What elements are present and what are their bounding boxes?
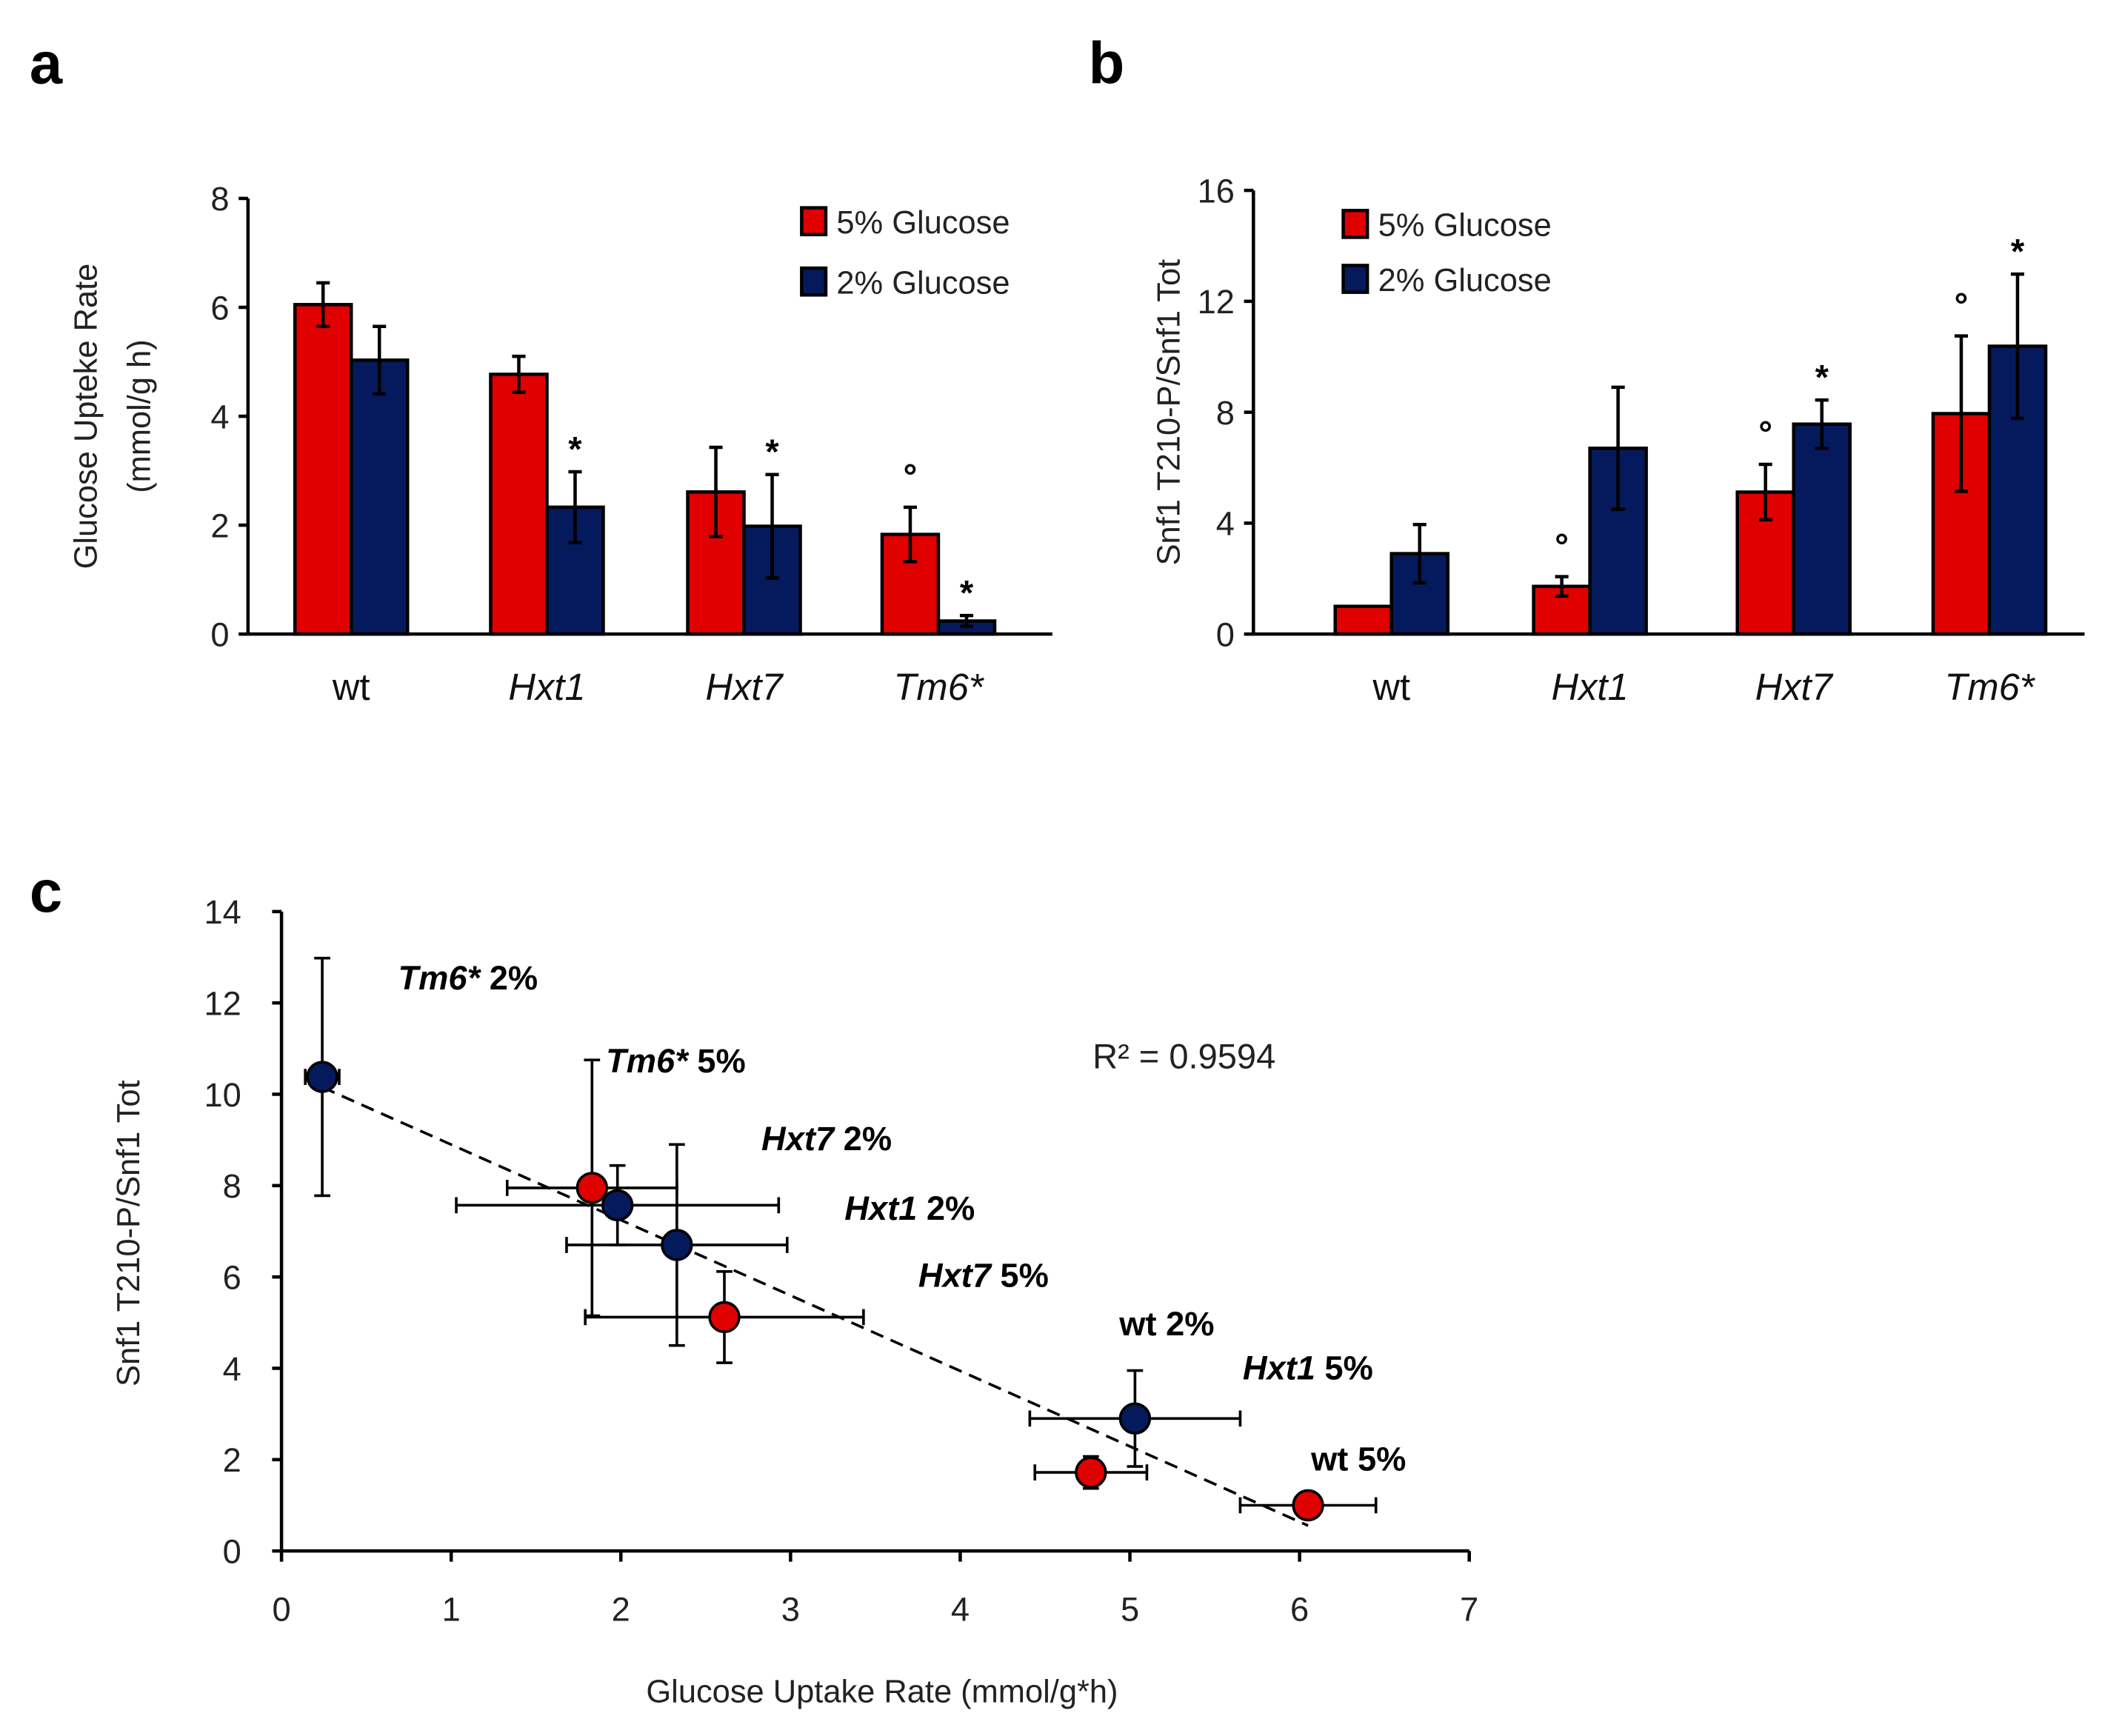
- y-axis-label: Snf1 T210-P/Snf1 Tot: [111, 1080, 147, 1386]
- y-axis-label-units: (mmol/g h): [122, 339, 158, 493]
- panel-label-b: b: [1089, 30, 1125, 96]
- point-label: Hxt1 2%: [844, 1189, 975, 1227]
- legend-swatch: [1341, 208, 1369, 239]
- y-tick-label: 4: [1216, 505, 1235, 543]
- bar-5pct-wt: [293, 303, 353, 636]
- y-tick-label: 0: [210, 615, 229, 653]
- x-category-label: wt: [1372, 666, 1410, 708]
- point-label-percent: 2%: [480, 959, 538, 997]
- x-tick-label: 7: [1460, 1590, 1478, 1628]
- y-tick-label: 8: [223, 1167, 241, 1205]
- r-squared-label: R² = 0.9594: [1092, 1037, 1275, 1076]
- legend-swatch: [800, 266, 828, 297]
- point-label: Tm6* 5%: [606, 1042, 746, 1080]
- x-category-label: Tm6*: [893, 666, 984, 708]
- y-tick-label: 16: [1198, 172, 1235, 210]
- point-label-gene: Hxt7: [761, 1120, 835, 1158]
- y-axis-label: Snf1 T210-P/Snf1 Tot: [1152, 259, 1187, 566]
- x-tick-label: 2: [612, 1590, 630, 1628]
- legend-label: 5% Glucose: [1378, 208, 1552, 244]
- point-label-gene: Hxt1: [1243, 1349, 1315, 1386]
- y-tick-label: 6: [210, 289, 229, 327]
- point-label-gene: wt: [1310, 1440, 1348, 1478]
- point-label-gene: Hxt7: [918, 1257, 992, 1295]
- point-label-percent: 5%: [1348, 1440, 1406, 1478]
- x-tick-label: 5: [1121, 1590, 1139, 1628]
- data-point-Tm6*-2%: [306, 1061, 338, 1093]
- significance-circle: °: [1555, 526, 1569, 565]
- x-category-label: Tm6*: [1944, 666, 2035, 708]
- legend-swatch: [800, 206, 828, 237]
- data-point-Tm6*-5%: [575, 1172, 609, 1204]
- trendline: [321, 1086, 1309, 1527]
- legend-swatch: [1341, 264, 1369, 294]
- panel-label-a: a: [30, 30, 63, 96]
- y-tick-label: 4: [223, 1350, 241, 1388]
- legend-label: 2% Glucose: [836, 265, 1010, 301]
- x-category-label: Hxt7: [705, 666, 784, 708]
- y-tick-label: 0: [223, 1532, 241, 1570]
- data-point-Hxt1-5%: [1075, 1456, 1107, 1489]
- y-tick-label: 4: [210, 398, 229, 435]
- x-axis-label: Glucose Uptake Rate (mmol/g*h): [646, 1675, 1118, 1710]
- significance-asterisk: *: [765, 432, 779, 471]
- point-label-percent: 5%: [1315, 1349, 1373, 1386]
- significance-circle: °: [904, 457, 918, 496]
- y-tick-label: 12: [1198, 283, 1235, 321]
- x-category-label: Hxt1: [508, 666, 585, 708]
- y-tick-label: 10: [204, 1076, 241, 1114]
- bar-5pct-Hxt1: [489, 373, 549, 636]
- point-label-percent: 5%: [688, 1042, 746, 1080]
- point-label-percent: 2%: [834, 1120, 892, 1158]
- point-label: wt 2%: [1118, 1305, 1214, 1343]
- significance-asterisk: *: [2011, 232, 2025, 271]
- data-point-Hxt7-5%: [708, 1301, 741, 1334]
- point-label: Hxt7 2%: [761, 1120, 892, 1158]
- significance-circle: °: [1758, 414, 1772, 453]
- x-category-label: wt: [332, 666, 370, 708]
- legend-label: 2% Glucose: [1378, 263, 1552, 298]
- point-label-gene: Tm6*: [606, 1042, 690, 1080]
- point-label-gene: Hxt1: [844, 1189, 917, 1227]
- data-point-wt-2%: [1118, 1402, 1152, 1435]
- data-point-Hxt1-2%: [661, 1229, 693, 1261]
- significance-asterisk: *: [1815, 358, 1829, 397]
- bar-2pct-wt: [349, 358, 410, 636]
- data-point-Hxt7-2%: [601, 1189, 634, 1222]
- significance-circle: °: [1955, 285, 1969, 324]
- x-tick-label: 4: [951, 1590, 970, 1628]
- x-tick-label: 6: [1290, 1590, 1309, 1628]
- x-tick-label: 3: [781, 1590, 800, 1628]
- point-label-percent: 2%: [1157, 1305, 1215, 1343]
- y-axis-label: Glucose Upteke Rate: [68, 264, 104, 570]
- significance-asterisk: *: [960, 573, 974, 612]
- y-tick-label: 0: [1216, 615, 1235, 653]
- point-label-gene: Tm6*: [398, 959, 482, 997]
- y-tick-label: 6: [223, 1258, 241, 1296]
- y-tick-label: 2: [223, 1441, 241, 1479]
- y-tick-label: 8: [1216, 394, 1235, 432]
- point-label-gene: wt: [1118, 1305, 1156, 1343]
- point-label: wt 5%: [1310, 1440, 1406, 1478]
- bar-5pct-wt: [1333, 604, 1393, 636]
- bar-2pct-Hxt7: [1792, 422, 1852, 636]
- panel-label-c: c: [30, 858, 62, 924]
- y-tick-label: 12: [204, 984, 241, 1022]
- significance-asterisk: *: [568, 430, 582, 469]
- point-label-percent: 2%: [917, 1189, 975, 1227]
- y-tick-label: 2: [210, 507, 229, 544]
- y-tick-label: 14: [204, 893, 241, 931]
- point-label: Hxt7 5%: [918, 1257, 1049, 1295]
- point-label-percent: 5%: [991, 1257, 1049, 1295]
- point-label: Tm6* 2%: [398, 959, 538, 997]
- point-label: Hxt1 5%: [1243, 1349, 1373, 1386]
- legend-label: 5% Glucose: [836, 205, 1010, 241]
- x-tick-label: 1: [442, 1590, 461, 1628]
- y-tick-label: 8: [210, 180, 229, 218]
- x-category-label: Hxt7: [1755, 666, 1834, 708]
- x-category-label: Hxt1: [1552, 666, 1629, 708]
- x-tick-label: 0: [273, 1590, 291, 1628]
- data-point-wt-5%: [1292, 1489, 1324, 1522]
